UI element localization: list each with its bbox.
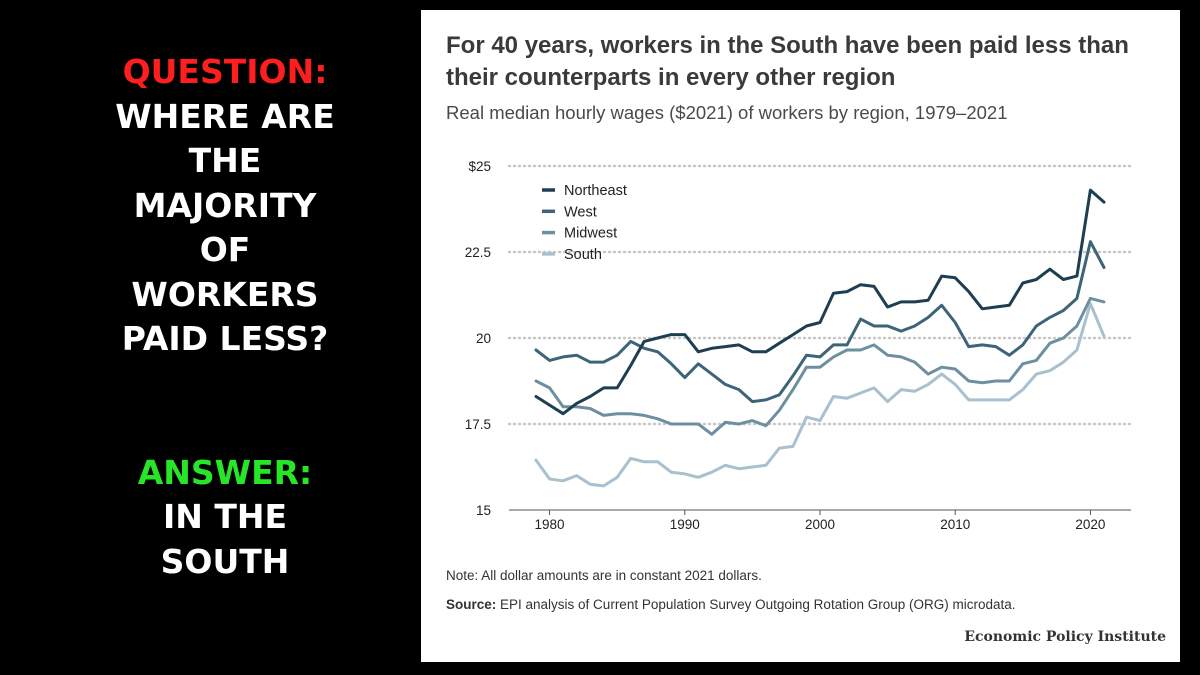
chart-source: Source: EPI analysis of Current Populati… xyxy=(446,597,1016,612)
spacer xyxy=(40,362,410,451)
x-tick-label: 2000 xyxy=(805,517,835,532)
chart-card: For 40 years, workers in the South have … xyxy=(421,10,1180,662)
brand-logo: Economic Policy Institute xyxy=(964,629,1166,645)
source-text: EPI analysis of Current Population Surve… xyxy=(496,597,1016,612)
x-tick-label: 2020 xyxy=(1075,517,1105,532)
series-line-south xyxy=(534,302,1106,488)
answer-line: IN THE xyxy=(162,497,288,536)
x-tick-label: 1980 xyxy=(535,517,565,532)
question-label: QUESTION: xyxy=(122,52,328,91)
y-tick-label: 15 xyxy=(476,503,491,518)
chart-note: Note: All dollar amounts are in constant… xyxy=(446,568,762,583)
question-line: THE xyxy=(188,141,262,180)
answer-label: ANSWER: xyxy=(137,452,313,492)
x-tick-label: 2010 xyxy=(940,517,970,532)
question-line: PAID LESS? xyxy=(121,319,329,358)
legend-label-northeast: Northeast xyxy=(564,183,627,199)
left-panel: QUESTION: WHERE ARE THE MAJORITY OF WORK… xyxy=(40,50,410,584)
answer-line: SOUTH xyxy=(160,541,290,581)
series-line-midwest xyxy=(534,296,1106,436)
y-tick-label: 22.5 xyxy=(465,245,491,260)
legend-label-west: West xyxy=(564,204,597,220)
y-tick-label: 20 xyxy=(476,331,491,346)
series-line-northeast xyxy=(534,188,1106,416)
line-chart: 15 17.5 20 22.5 $25 1980 1990 2000 2010 2020 North… xyxy=(465,159,1133,532)
question-line: OF xyxy=(199,230,251,269)
y-tick-label: $25 xyxy=(468,159,491,174)
source-label: Source: xyxy=(446,597,497,612)
y-tick-label: 17.5 xyxy=(465,417,491,432)
x-tick-label: 1990 xyxy=(670,517,700,532)
question-line: MAJORITY xyxy=(133,185,317,225)
legend-label-south: South xyxy=(564,247,602,263)
question-line: WORKERS xyxy=(131,274,319,314)
series-line-west xyxy=(534,240,1106,404)
question-line: WHERE ARE xyxy=(115,96,335,136)
chart-title: For 40 years, workers in the South have … xyxy=(446,32,1129,91)
legend-label-midwest: Midwest xyxy=(564,226,617,242)
chart-subtitle: Real median hourly wages ($2021) of work… xyxy=(446,102,1008,123)
